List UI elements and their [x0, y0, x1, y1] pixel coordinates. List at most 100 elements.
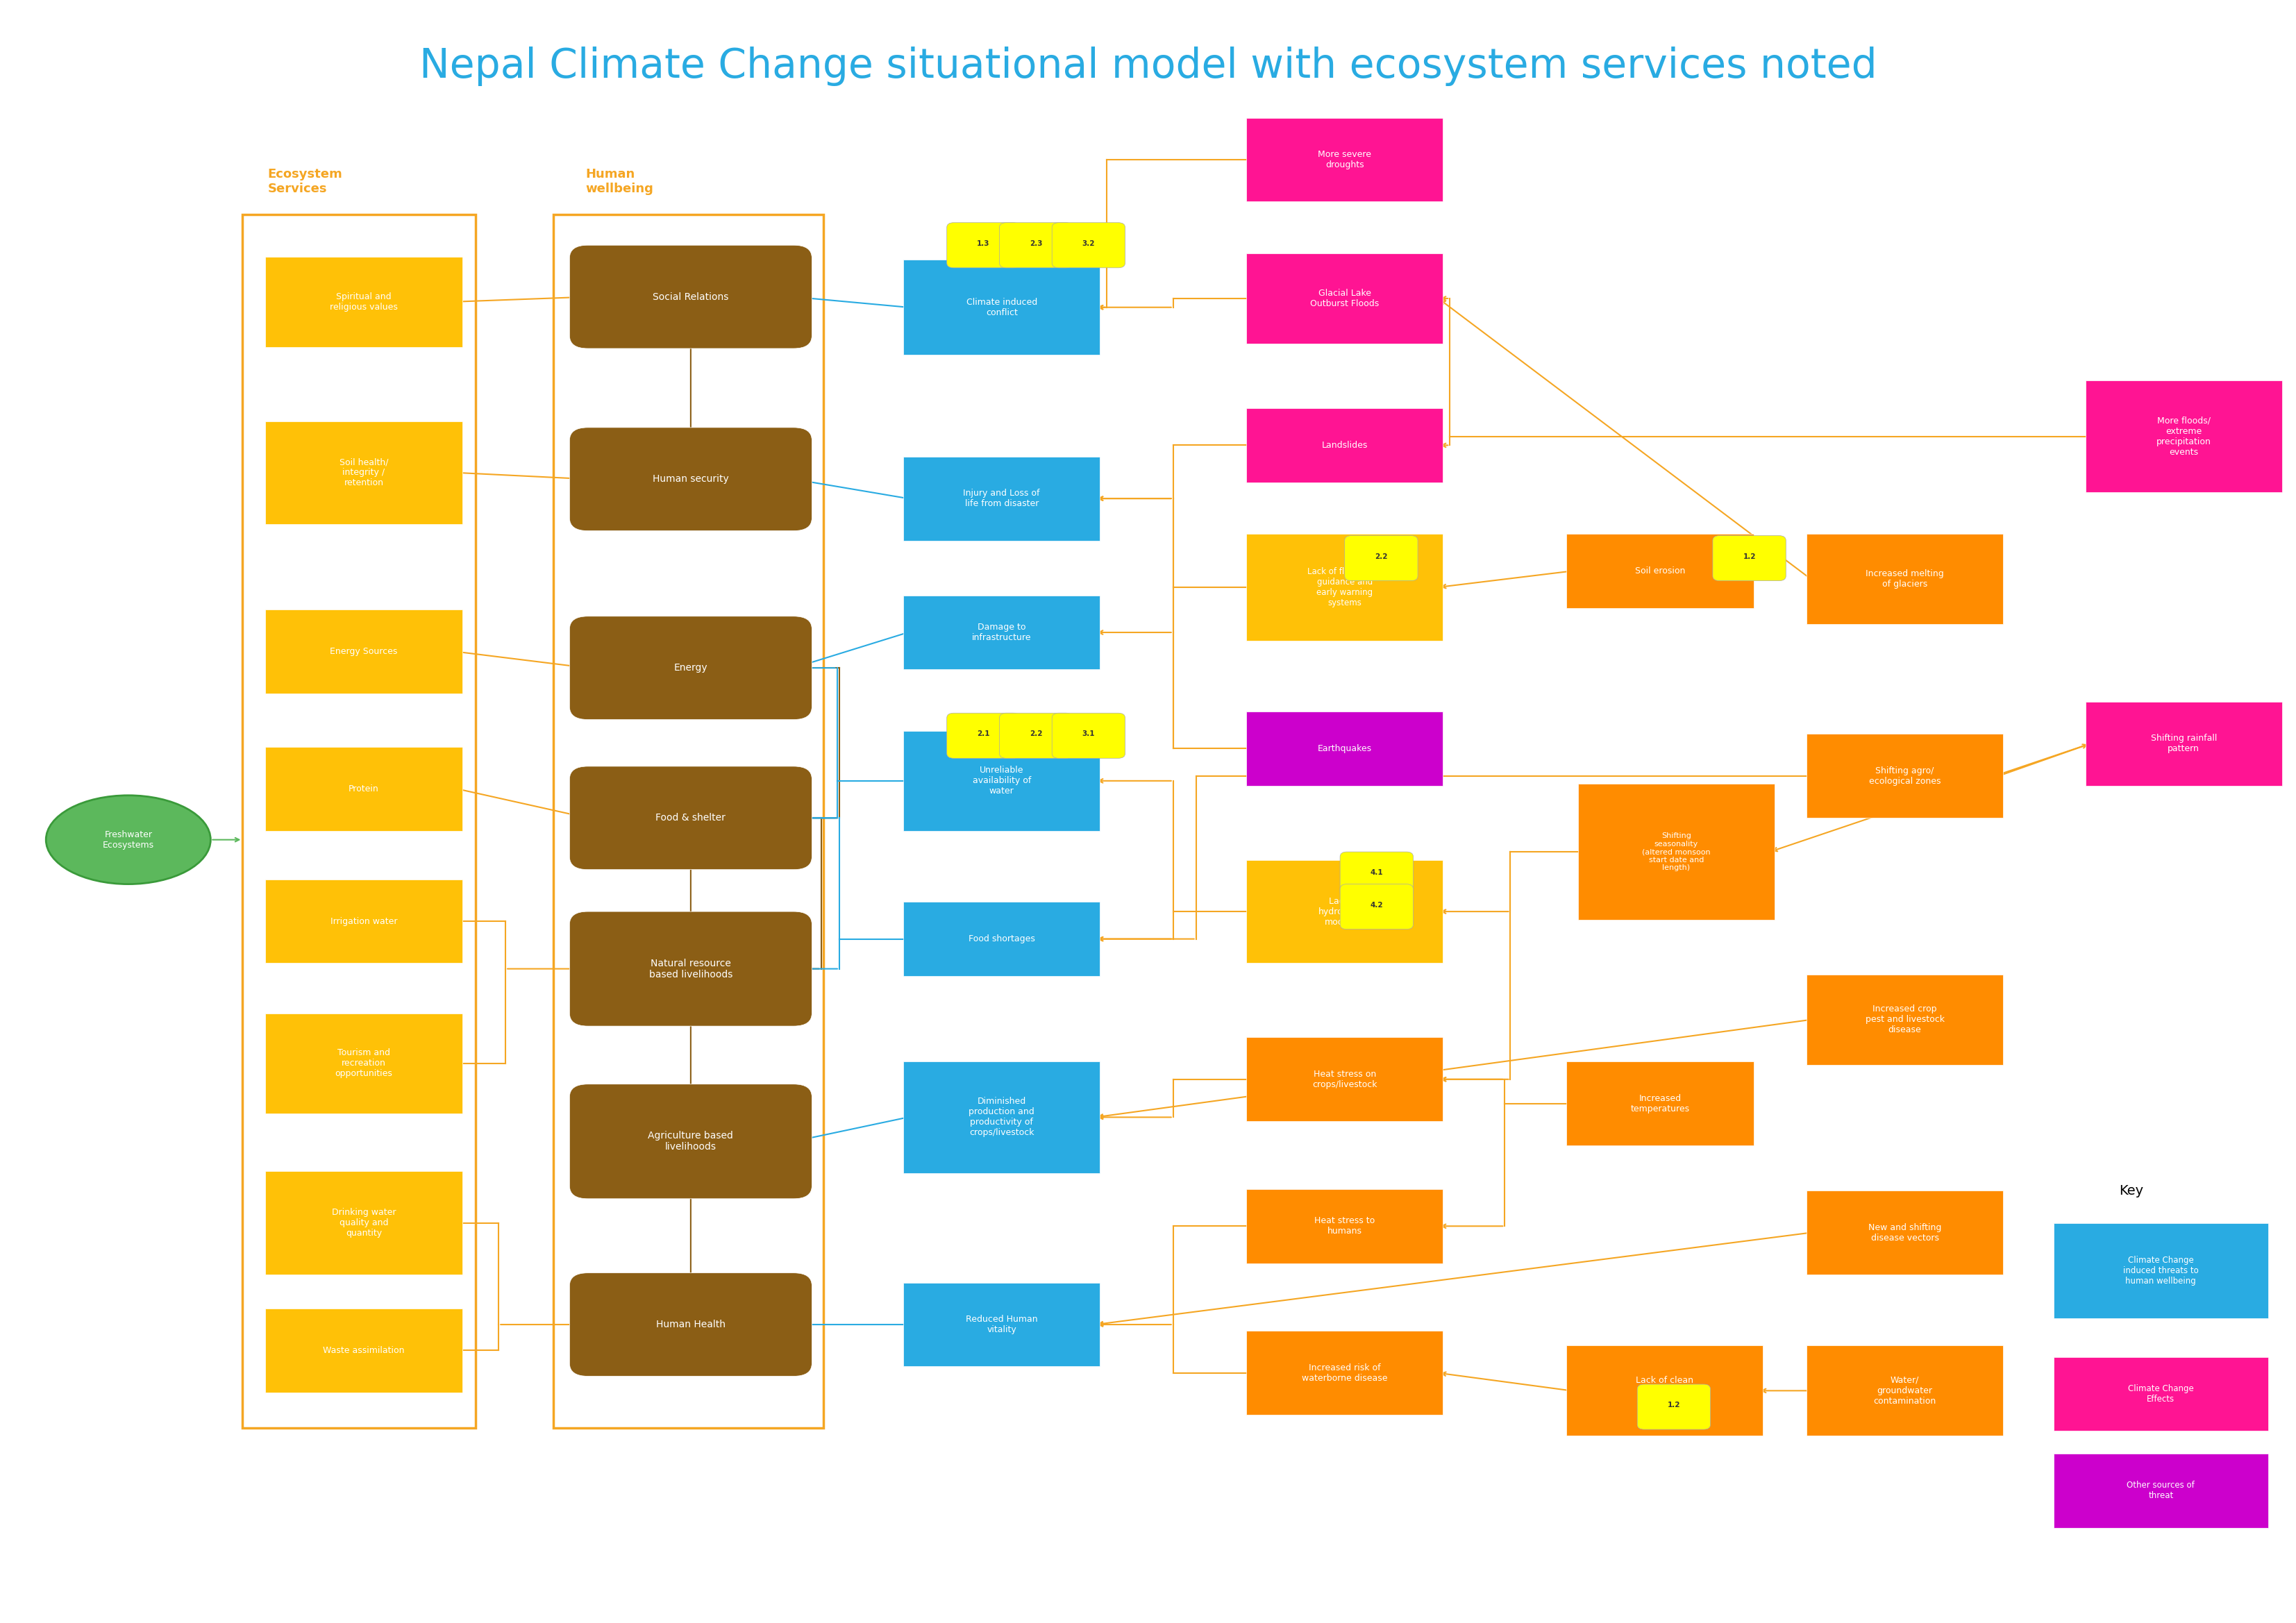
Text: Increased crop
pest and livestock
disease: Increased crop pest and livestock diseas…: [1864, 1005, 1945, 1034]
Text: Diminished
production and
productivity of
crops/livestock: Diminished production and productivity o…: [969, 1097, 1035, 1138]
FancyBboxPatch shape: [1807, 734, 2002, 818]
FancyBboxPatch shape: [266, 256, 461, 347]
FancyBboxPatch shape: [2053, 1454, 2268, 1527]
Text: Shifting rainfall
pattern: Shifting rainfall pattern: [2151, 734, 2218, 753]
Text: Protein: Protein: [349, 784, 379, 794]
Text: Soil health/
integrity /
retention: Soil health/ integrity / retention: [340, 458, 388, 487]
Text: Drinking water
quality and
quantity: Drinking water quality and quantity: [331, 1208, 395, 1238]
Text: Lack of clean
water for
consumption: Lack of clean water for consumption: [1637, 1376, 1694, 1406]
Text: Reduced Human
vitality: Reduced Human vitality: [967, 1315, 1038, 1334]
Text: Spiritual and
religious values: Spiritual and religious values: [331, 292, 397, 312]
FancyBboxPatch shape: [1052, 222, 1125, 268]
FancyBboxPatch shape: [1247, 1037, 1442, 1121]
FancyBboxPatch shape: [1247, 1190, 1442, 1263]
FancyBboxPatch shape: [946, 222, 1019, 268]
FancyBboxPatch shape: [569, 427, 813, 531]
FancyBboxPatch shape: [902, 596, 1100, 670]
Text: Lack of flash flood
guidance and
early warning
systems: Lack of flash flood guidance and early w…: [1306, 566, 1382, 607]
Text: Landslides: Landslides: [1322, 441, 1368, 450]
FancyBboxPatch shape: [2085, 381, 2282, 492]
FancyBboxPatch shape: [1345, 536, 1419, 581]
FancyBboxPatch shape: [2053, 1222, 2268, 1318]
Text: Increased
temperatures: Increased temperatures: [1630, 1094, 1690, 1113]
FancyBboxPatch shape: [266, 1013, 461, 1113]
FancyBboxPatch shape: [1247, 860, 1442, 962]
Text: 3.2: 3.2: [1081, 240, 1095, 247]
FancyBboxPatch shape: [1807, 1191, 2002, 1274]
FancyBboxPatch shape: [946, 712, 1019, 758]
Text: Water/
groundwater
contamination: Water/ groundwater contamination: [1874, 1376, 1936, 1406]
FancyBboxPatch shape: [1247, 1331, 1442, 1415]
Text: Human Health: Human Health: [657, 1319, 726, 1329]
FancyBboxPatch shape: [2085, 701, 2282, 786]
Text: 3.1: 3.1: [1081, 730, 1095, 737]
FancyBboxPatch shape: [1566, 1345, 1763, 1436]
Text: 2.3: 2.3: [1029, 240, 1042, 247]
FancyBboxPatch shape: [902, 456, 1100, 540]
FancyBboxPatch shape: [1247, 253, 1442, 344]
Text: Nepal Climate Change situational model with ecosystem services noted: Nepal Climate Change situational model w…: [420, 47, 1876, 86]
Text: Human
wellbeing: Human wellbeing: [585, 169, 654, 195]
Text: Heat stress on
crops/livestock: Heat stress on crops/livestock: [1313, 1070, 1378, 1089]
FancyBboxPatch shape: [1247, 407, 1442, 482]
FancyBboxPatch shape: [2053, 1357, 2268, 1431]
Text: Injury and Loss of
life from disaster: Injury and Loss of life from disaster: [964, 489, 1040, 508]
Text: Other sources of
threat: Other sources of threat: [2126, 1482, 2195, 1500]
FancyBboxPatch shape: [902, 730, 1100, 831]
FancyBboxPatch shape: [999, 712, 1072, 758]
Text: Glacial Lake
Outburst Floods: Glacial Lake Outburst Floods: [1311, 289, 1380, 308]
FancyBboxPatch shape: [266, 747, 461, 831]
Text: Increased risk of
waterborne disease: Increased risk of waterborne disease: [1302, 1363, 1387, 1383]
Text: Energy: Energy: [673, 664, 707, 674]
Text: Irrigation water: Irrigation water: [331, 917, 397, 925]
FancyBboxPatch shape: [1247, 118, 1442, 201]
FancyBboxPatch shape: [1807, 1345, 2002, 1436]
FancyBboxPatch shape: [569, 617, 813, 719]
Text: Soil erosion: Soil erosion: [1635, 566, 1685, 576]
FancyBboxPatch shape: [1713, 536, 1786, 581]
FancyBboxPatch shape: [569, 1084, 813, 1199]
Text: Heat stress to
humans: Heat stress to humans: [1313, 1216, 1375, 1235]
Text: Climate Change
Effects: Climate Change Effects: [2128, 1384, 2193, 1404]
FancyBboxPatch shape: [1807, 974, 2002, 1065]
Text: Earthquakes: Earthquakes: [1318, 743, 1371, 753]
Text: 2.2: 2.2: [1375, 553, 1387, 560]
FancyBboxPatch shape: [1566, 1061, 1754, 1146]
FancyBboxPatch shape: [266, 420, 461, 524]
Text: Waste assimilation: Waste assimilation: [324, 1345, 404, 1355]
FancyBboxPatch shape: [266, 610, 461, 693]
FancyBboxPatch shape: [569, 766, 813, 870]
Text: Social Relations: Social Relations: [652, 292, 728, 302]
Text: Key: Key: [2119, 1185, 2144, 1198]
FancyBboxPatch shape: [902, 1282, 1100, 1367]
Text: New and shifting
disease vectors: New and shifting disease vectors: [1869, 1222, 1942, 1242]
FancyBboxPatch shape: [569, 1272, 813, 1376]
Text: Freshwater
Ecosystems: Freshwater Ecosystems: [103, 829, 154, 849]
Text: Agriculture based
livelihoods: Agriculture based livelihoods: [647, 1131, 732, 1152]
FancyBboxPatch shape: [902, 1061, 1100, 1173]
Text: Unreliable
availability of
water: Unreliable availability of water: [974, 766, 1031, 795]
Text: Shifting
seasonality
(altered monsoon
start date and
length): Shifting seasonality (altered monsoon st…: [1642, 833, 1711, 872]
FancyBboxPatch shape: [1566, 534, 1754, 609]
FancyBboxPatch shape: [902, 902, 1100, 975]
Text: Ecosystem
Services: Ecosystem Services: [269, 169, 342, 195]
Text: Food & shelter: Food & shelter: [657, 813, 726, 823]
FancyBboxPatch shape: [1807, 534, 2002, 625]
Text: Tourism and
recreation
opportunities: Tourism and recreation opportunities: [335, 1048, 393, 1078]
Text: 1.2: 1.2: [1743, 553, 1756, 560]
Ellipse shape: [46, 795, 211, 885]
Text: Shifting agro/
ecological zones: Shifting agro/ ecological zones: [1869, 766, 1940, 786]
Text: 1.3: 1.3: [978, 240, 990, 247]
FancyBboxPatch shape: [999, 222, 1072, 268]
FancyBboxPatch shape: [1341, 852, 1414, 898]
FancyBboxPatch shape: [1341, 885, 1414, 930]
Text: 2.2: 2.2: [1029, 730, 1042, 737]
Text: Natural resource
based livelihoods: Natural resource based livelihoods: [650, 958, 732, 979]
FancyBboxPatch shape: [569, 245, 813, 349]
FancyBboxPatch shape: [902, 260, 1100, 355]
Text: Food shortages: Food shortages: [969, 935, 1035, 943]
FancyBboxPatch shape: [266, 1172, 461, 1274]
Text: 4.2: 4.2: [1371, 902, 1382, 909]
Text: Lack of
hydrological
modeling: Lack of hydrological modeling: [1318, 896, 1371, 927]
Text: 1.2: 1.2: [1667, 1402, 1681, 1409]
